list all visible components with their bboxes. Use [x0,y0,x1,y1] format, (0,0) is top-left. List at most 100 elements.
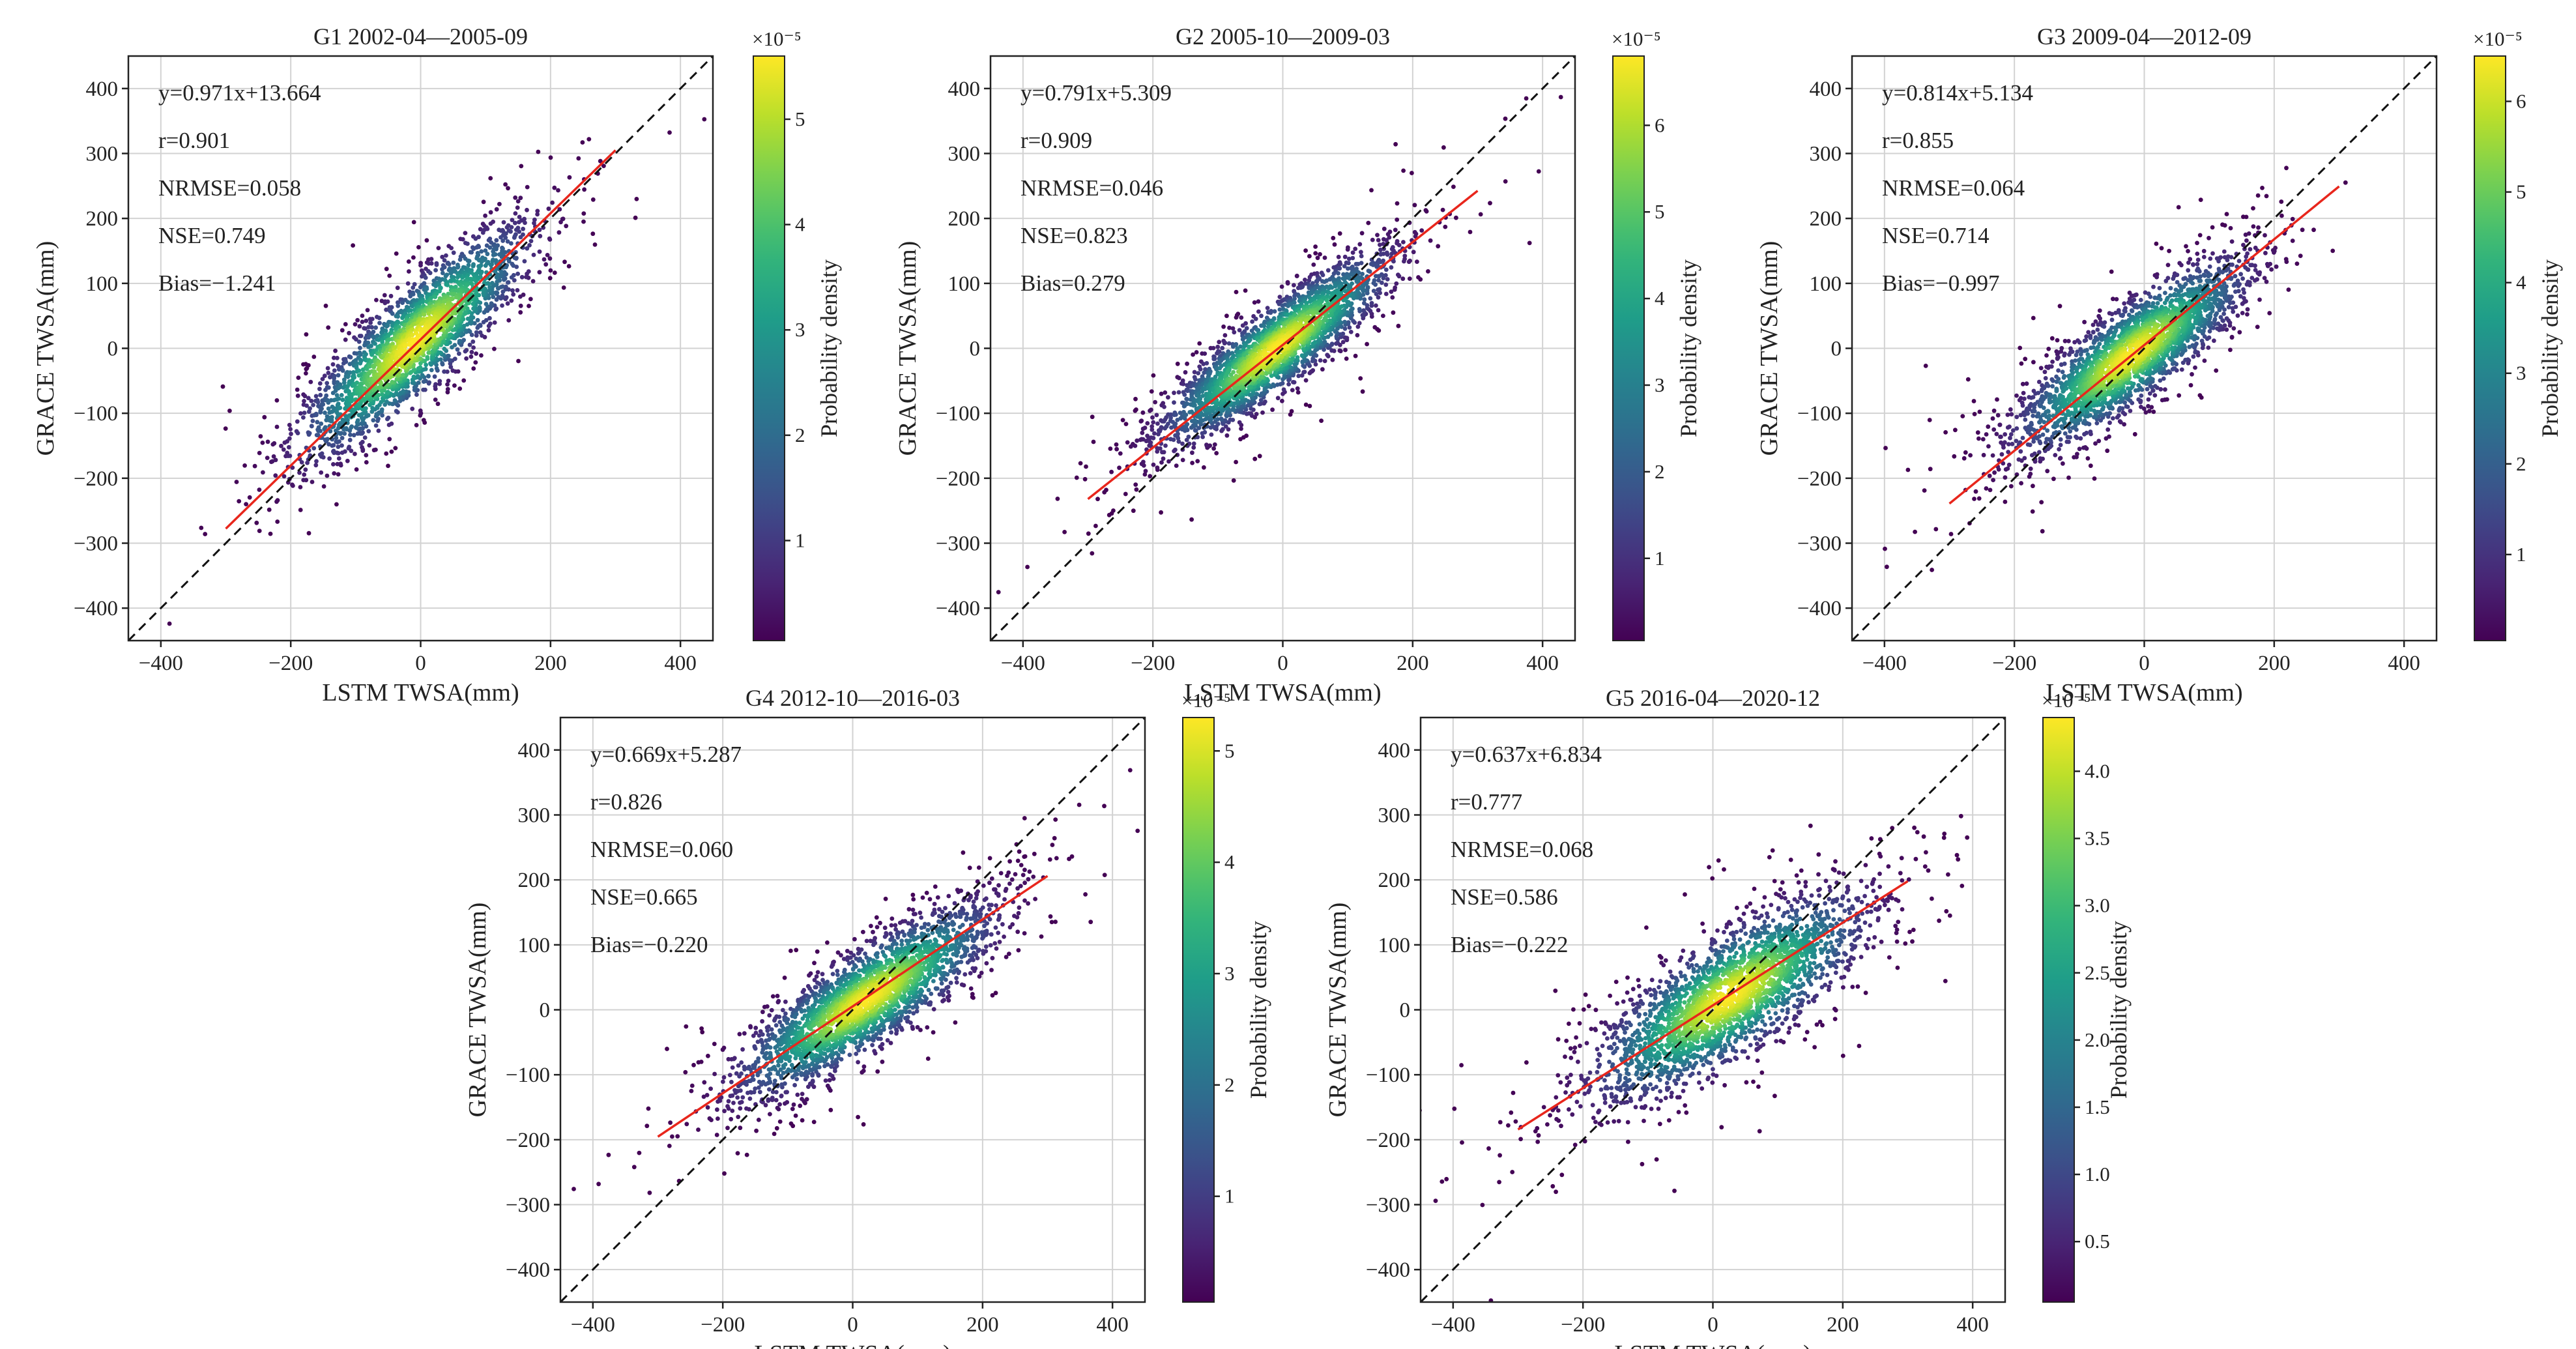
data-point [543,262,549,267]
data-point [357,324,362,329]
stat-text: y=0.971x+13.664 [158,80,321,106]
data-point [1362,300,1367,306]
data-point [332,368,337,373]
stat-text: NRMSE=0.058 [158,175,301,201]
data-point [1237,420,1242,425]
data-point [1226,341,1232,346]
data-point [1190,461,1194,465]
data-point [1173,447,1178,452]
data-point [456,265,460,270]
data-point [326,385,331,390]
x-tick-label: 0 [415,652,426,675]
data-point [338,405,343,411]
data-point [451,292,456,297]
data-point [1257,401,1262,407]
data-point [372,369,377,374]
data-point [1200,389,1205,394]
data-point [471,366,476,371]
data-point [449,246,454,250]
data-point [1234,315,1239,320]
data-point [1082,476,1088,482]
data-point [1325,353,1330,357]
data-point [562,259,567,265]
data-point [1174,463,1179,468]
data-point [377,321,382,325]
data-point [1174,412,1178,417]
data-point [1337,266,1342,271]
data-point [561,285,566,290]
data-point [518,294,523,299]
data-point [290,482,295,487]
data-point [1299,353,1305,358]
data-point [1359,261,1364,265]
data-point [1202,429,1208,435]
data-point [491,252,496,257]
data-point [304,366,310,371]
data-point [330,414,334,420]
data-point [473,360,478,365]
y-tick-label: 300 [86,143,119,166]
data-point [531,252,536,257]
data-point [1228,417,1233,422]
data-point [525,207,529,212]
data-point [489,263,493,268]
data-point [463,231,468,235]
colorbar-label: Probability density [816,259,842,437]
data-point [1340,340,1346,345]
data-point [1252,300,1257,305]
data-point [418,263,423,268]
data-point [1285,281,1290,286]
data-point [1383,267,1389,272]
data-point [1270,407,1275,413]
data-point [1426,269,1430,274]
data-point [396,304,401,308]
data-point [1185,361,1189,366]
data-point [457,257,463,262]
data-point [1389,265,1394,270]
data-point [1243,321,1248,326]
data-point [347,437,353,442]
data-point [1314,279,1320,284]
y-axis-label: GRACE TWSA(mm) [32,241,59,456]
data-point [1223,333,1228,338]
x-tick-label: 400 [664,652,697,675]
data-point [358,345,362,351]
data-point [385,299,390,304]
data-point [295,419,300,424]
data-point [484,302,489,306]
data-point [331,442,336,448]
data-point [1190,450,1194,456]
data-point [1468,229,1473,235]
data-point [483,213,487,218]
data-point [1238,344,1243,349]
data-point [1141,459,1146,465]
data-point [343,337,348,342]
data-point [411,285,416,290]
data-point [517,214,522,220]
data-point [442,258,447,263]
data-point [1168,412,1174,417]
data-point [527,304,531,308]
data-point [1277,295,1282,299]
data-point [331,448,336,454]
data-point [1378,242,1382,247]
data-point [1366,220,1371,225]
data-point [476,244,482,250]
data-point [1527,240,1532,246]
data-point [302,394,308,399]
data-point [582,187,586,192]
data-point [356,368,362,373]
data-point [467,342,472,347]
data-point [523,220,527,225]
data-point [1247,384,1251,390]
data-point [1361,308,1366,313]
data-point [440,254,445,259]
data-point [1342,254,1348,259]
data-point [1401,240,1406,244]
data-point [1309,369,1314,374]
data-point [461,378,467,383]
data-point [441,299,446,304]
data-point [353,452,357,456]
data-point [519,164,524,169]
data-point [1243,288,1248,293]
